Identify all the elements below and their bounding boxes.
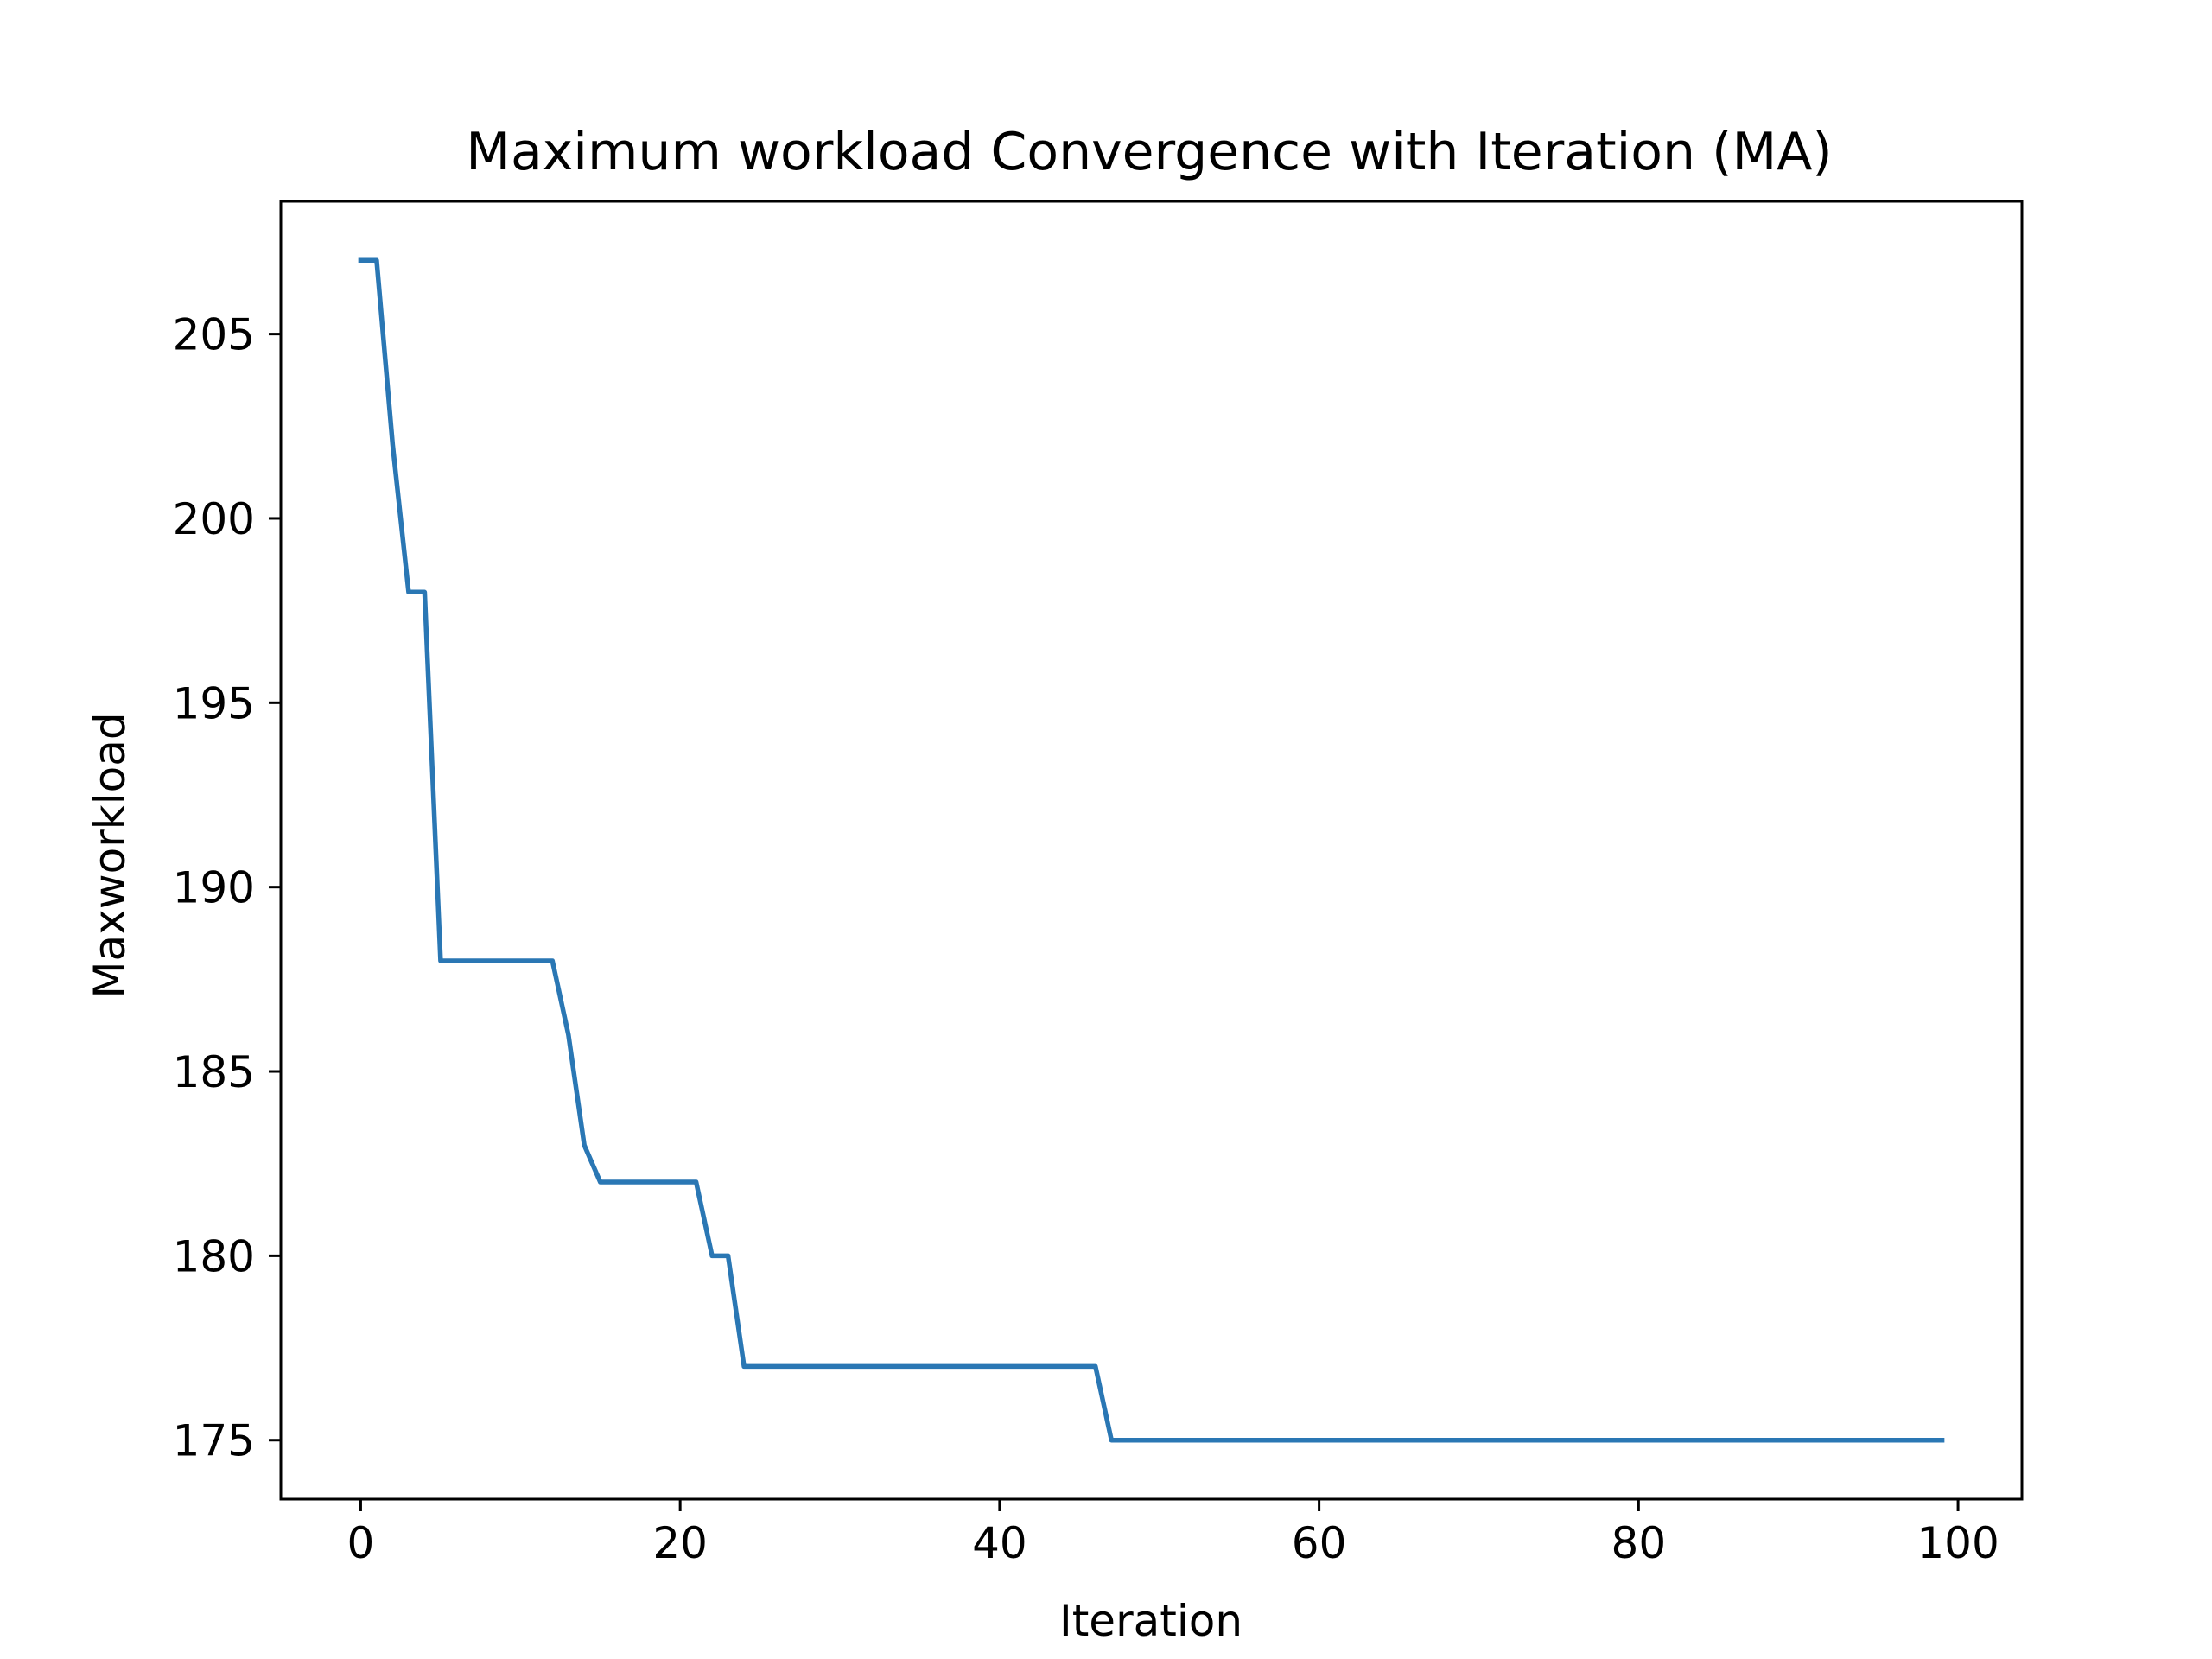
plot-frame [279, 200, 2024, 1501]
y-tick-label: 205 [173, 310, 255, 360]
y-tick-label: 175 [173, 1416, 255, 1466]
x-tick-label: 60 [1292, 1518, 1347, 1568]
x-axis: 0 20 40 60 80 100 [347, 1499, 1999, 1568]
plot-area [279, 200, 2024, 1501]
x-axis-label: Iteration [1059, 1596, 1243, 1646]
y-tick-label: 190 [173, 863, 255, 913]
x-tick-label: 0 [347, 1518, 375, 1568]
x-tick-label: 80 [1611, 1518, 1667, 1568]
y-axis-label: Maxworkload [85, 712, 135, 998]
y-axis: 175 180 185 190 195 200 205 [173, 310, 281, 1466]
y-tick-label: 200 [173, 494, 255, 544]
x-tick-label: 100 [1916, 1518, 1999, 1568]
chart-title: Maximum workload Convergence with Iterat… [466, 122, 1832, 182]
x-tick-label: 20 [652, 1518, 708, 1568]
x-tick-label: 40 [972, 1518, 1027, 1568]
y-tick-label: 180 [173, 1231, 255, 1281]
series-line [358, 257, 1945, 1443]
y-tick-label: 185 [173, 1047, 255, 1097]
y-tick-label: 195 [173, 678, 255, 728]
